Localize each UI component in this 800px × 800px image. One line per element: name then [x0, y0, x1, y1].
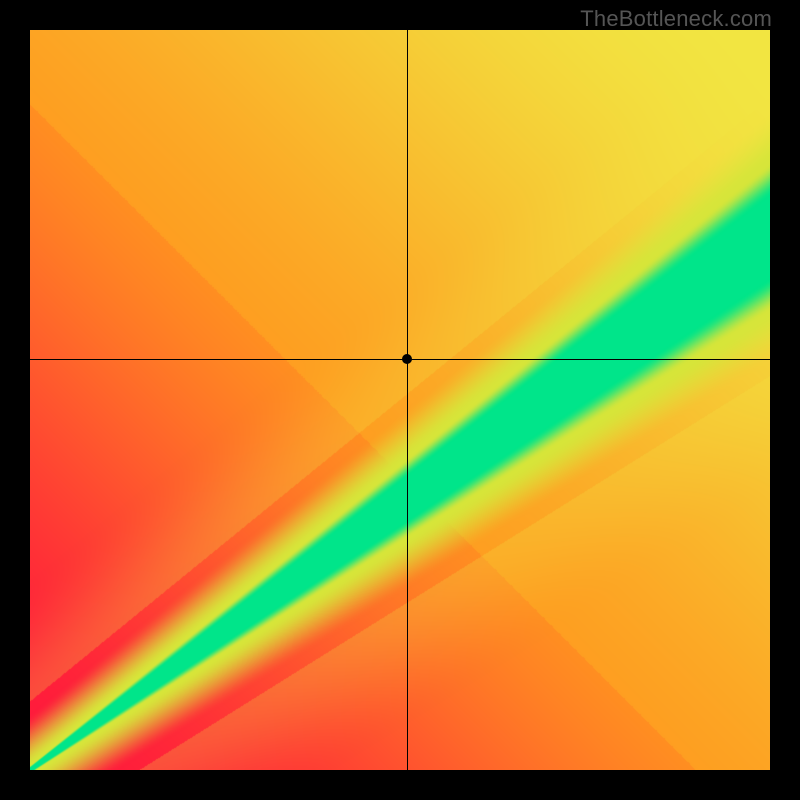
chart-container: TheBottleneck.com — [0, 0, 800, 800]
heatmap-canvas — [30, 30, 770, 770]
watermark-text: TheBottleneck.com — [580, 6, 772, 32]
crosshair-marker — [402, 354, 412, 364]
crosshair-horizontal — [30, 359, 770, 360]
plot-area — [30, 30, 770, 770]
crosshair-vertical — [407, 30, 408, 770]
